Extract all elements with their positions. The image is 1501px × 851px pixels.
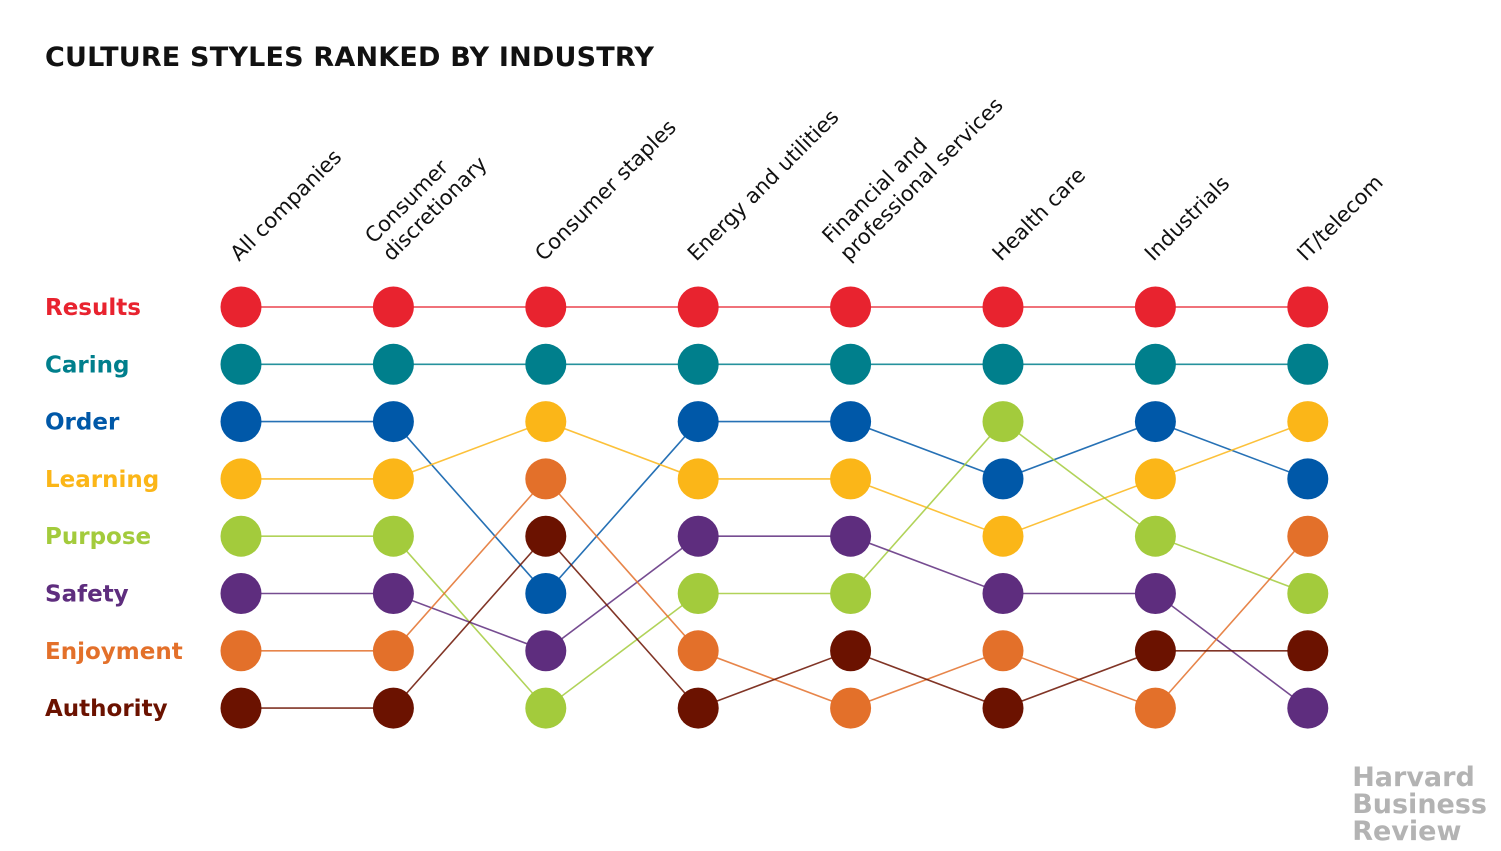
point-learning <box>677 458 719 500</box>
point-caring <box>1287 343 1329 385</box>
category-label: All companies <box>226 145 347 266</box>
point-learning <box>830 458 872 500</box>
point-enjoyment <box>525 458 567 500</box>
logo-line-1: Harvard <box>1352 762 1475 793</box>
series-lines <box>241 306 1309 710</box>
point-caring <box>677 343 719 385</box>
point-safety <box>677 515 719 557</box>
point-caring <box>982 343 1024 385</box>
point-authority <box>372 687 414 729</box>
point-purpose <box>372 515 414 557</box>
point-safety <box>1134 573 1176 614</box>
series-line-purpose <box>241 420 1309 710</box>
point-results <box>1134 286 1176 328</box>
category-label: Financial andprofessional services <box>817 75 1007 265</box>
point-caring <box>525 343 567 385</box>
chart-title: CULTURE STYLES RANKED BY INDUSTRY <box>45 42 655 73</box>
point-enjoyment <box>677 630 719 672</box>
point-caring <box>372 343 414 385</box>
point-enjoyment <box>220 630 262 672</box>
point-purpose <box>525 687 567 729</box>
series-line-safety <box>241 535 1309 709</box>
series-label-authority: Authority <box>45 696 168 722</box>
category-label: Industrials <box>1140 171 1234 265</box>
point-safety <box>982 573 1024 614</box>
point-caring <box>830 343 872 385</box>
point-safety <box>525 630 567 672</box>
point-authority <box>830 630 872 672</box>
point-learning <box>1134 458 1176 500</box>
point-safety <box>1287 687 1329 729</box>
series-label-enjoyment: Enjoyment <box>45 639 183 665</box>
hbr-logo: Harvard Business Review <box>1352 764 1487 845</box>
series-label-order: Order <box>45 410 120 436</box>
point-results <box>220 286 262 328</box>
series-label-learning: Learning <box>45 467 159 493</box>
series-labels: Results Caring Order Learning Purpose Safety E… <box>45 295 183 722</box>
point-authority <box>1134 630 1176 672</box>
point-learning <box>220 458 262 500</box>
point-authority <box>220 687 262 729</box>
point-caring <box>1134 343 1176 385</box>
point-authority <box>982 687 1024 729</box>
series-label-purpose: Purpose <box>45 524 151 550</box>
point-safety <box>220 573 262 614</box>
series-label-safety: Safety <box>45 582 129 608</box>
point-order <box>372 401 414 443</box>
point-purpose <box>1287 573 1329 614</box>
point-learning <box>1287 401 1329 443</box>
series-line-authority <box>241 534 1308 710</box>
point-order <box>525 573 567 614</box>
point-enjoyment <box>1134 687 1176 729</box>
point-purpose <box>677 573 719 614</box>
series-dots <box>220 286 1329 729</box>
point-results <box>525 286 567 328</box>
point-safety <box>830 515 872 557</box>
point-results <box>982 286 1024 328</box>
point-order <box>220 401 262 443</box>
category-label: Health care <box>988 163 1091 266</box>
point-learning <box>372 458 414 500</box>
category-label: Consumerdiscretionary <box>360 134 491 265</box>
point-caring <box>220 343 262 385</box>
point-results <box>830 286 872 328</box>
point-authority <box>525 515 567 557</box>
point-order <box>1287 458 1329 500</box>
point-learning <box>525 401 567 443</box>
logo-line-3: Review <box>1352 816 1462 847</box>
category-label: Energy and utilities <box>683 105 844 266</box>
series-line-order <box>241 420 1309 595</box>
point-purpose <box>830 573 872 614</box>
series-label-caring: Caring <box>45 352 129 378</box>
point-enjoyment <box>372 630 414 672</box>
category-label: IT/telecom <box>1292 170 1387 265</box>
point-purpose <box>1134 515 1176 557</box>
point-order <box>1134 401 1176 443</box>
point-results <box>1287 286 1329 328</box>
point-order <box>677 401 719 443</box>
logo-line-2: Business <box>1352 789 1487 820</box>
point-enjoyment <box>982 630 1024 672</box>
point-safety <box>372 573 414 614</box>
point-order <box>830 401 872 443</box>
point-authority <box>677 687 719 729</box>
category-label: Consumer staples <box>530 115 680 265</box>
point-order <box>982 458 1024 500</box>
point-purpose <box>220 515 262 557</box>
point-purpose <box>982 401 1024 443</box>
series-line-learning <box>241 420 1309 538</box>
point-authority <box>1287 630 1329 672</box>
point-learning <box>982 515 1024 557</box>
point-enjoyment <box>830 687 872 729</box>
series-label-results: Results <box>45 295 141 321</box>
category-labels: All companies Consumerdiscretionary Consum… <box>226 75 1388 266</box>
point-enjoyment <box>1287 515 1329 557</box>
point-results <box>677 286 719 328</box>
point-results <box>372 286 414 328</box>
